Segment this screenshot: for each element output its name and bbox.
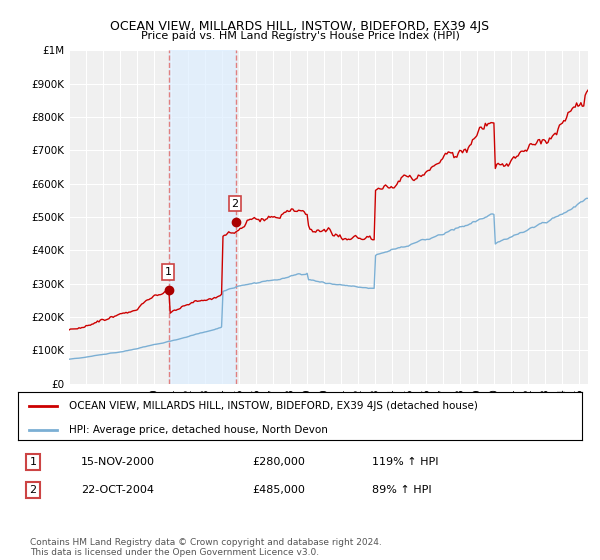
Text: Price paid vs. HM Land Registry's House Price Index (HPI): Price paid vs. HM Land Registry's House … — [140, 31, 460, 41]
Bar — [169, 50, 236, 384]
Text: OCEAN VIEW, MILLARDS HILL, INSTOW, BIDEFORD, EX39 4JS (detached house): OCEAN VIEW, MILLARDS HILL, INSTOW, BIDEF… — [69, 402, 478, 411]
Text: 2: 2 — [29, 485, 37, 495]
Text: £280,000: £280,000 — [252, 457, 305, 467]
Text: 2: 2 — [232, 199, 239, 209]
Text: OCEAN VIEW, MILLARDS HILL, INSTOW, BIDEFORD, EX39 4JS: OCEAN VIEW, MILLARDS HILL, INSTOW, BIDEF… — [110, 20, 490, 32]
Text: £485,000: £485,000 — [252, 485, 305, 495]
Text: Contains HM Land Registry data © Crown copyright and database right 2024.
This d: Contains HM Land Registry data © Crown c… — [30, 538, 382, 557]
Text: 15-NOV-2000: 15-NOV-2000 — [81, 457, 155, 467]
Text: 22-OCT-2004: 22-OCT-2004 — [81, 485, 154, 495]
Text: 89% ↑ HPI: 89% ↑ HPI — [372, 485, 431, 495]
Text: HPI: Average price, detached house, North Devon: HPI: Average price, detached house, Nort… — [69, 425, 328, 435]
Text: 1: 1 — [165, 267, 172, 277]
Text: 119% ↑ HPI: 119% ↑ HPI — [372, 457, 439, 467]
Text: 1: 1 — [29, 457, 37, 467]
